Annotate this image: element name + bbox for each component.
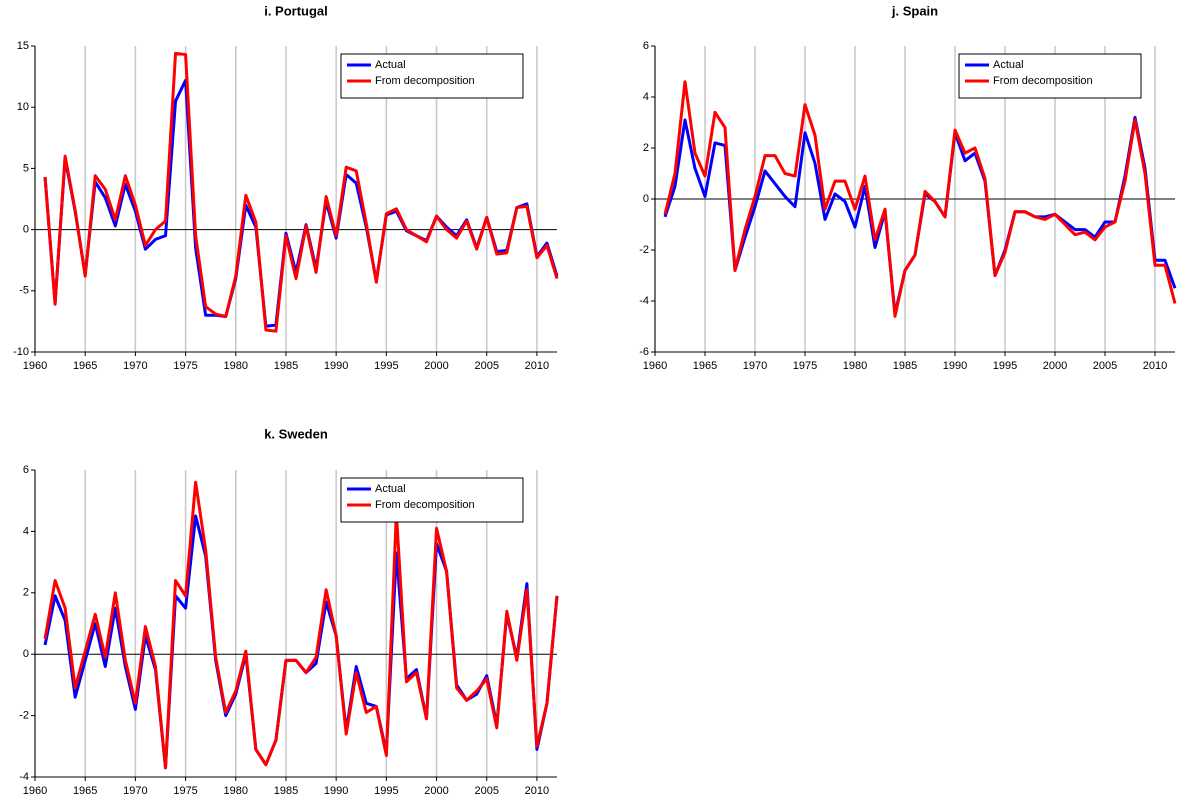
x-tick-label: 1985 [274,785,298,797]
legend-label: Actual [375,483,406,495]
series-line [663,80,1177,318]
x-tick-label: 1975 [173,785,197,797]
x-tick-label: 2010 [525,360,549,372]
x-tick-label: 1995 [993,360,1017,372]
x-tick-label: 1965 [693,360,717,372]
y-tick-label: 2 [23,587,29,599]
y-tick-label: 0 [23,224,29,236]
y-tick-label: 5 [23,162,29,174]
y-tick-label: -5 [19,285,29,297]
chart-title: j. Spain [891,3,938,18]
legend-label: From decomposition [993,75,1093,87]
x-tick-label: 1975 [793,360,817,372]
legend-label: From decomposition [375,75,475,87]
y-tick-label: 0 [23,648,29,660]
x-tick-label: 2005 [474,785,498,797]
x-tick-label: 1980 [224,785,248,797]
x-tick-label: 2010 [525,785,549,797]
series-line [43,51,559,333]
x-tick-label: 2000 [424,360,448,372]
y-tick-label: 15 [17,40,29,52]
x-tick-label: 1995 [374,785,398,797]
y-tick-label: -2 [19,710,29,722]
x-tick-label: 1990 [324,360,348,372]
x-tick-label: 1995 [374,360,398,372]
y-tick-label: 4 [23,525,29,537]
y-tick-label: 0 [643,193,649,205]
chart-title: i. Portugal [264,3,328,18]
series-line [43,480,559,770]
y-tick-label: -6 [639,346,649,358]
x-tick-label: 1990 [324,785,348,797]
x-tick-label: 1985 [893,360,917,372]
x-tick-label: 2005 [474,360,498,372]
x-tick-label: 1990 [943,360,967,372]
x-tick-label: 1965 [73,360,97,372]
legend-label: Actual [375,59,406,71]
x-tick-label: 1960 [23,360,47,372]
x-tick-label: 2000 [424,785,448,797]
x-tick-label: 1985 [274,360,298,372]
legend-label: From decomposition [375,499,475,511]
x-tick-label: 1970 [123,360,147,372]
legend-label: Actual [993,59,1024,71]
x-tick-label: 1975 [173,360,197,372]
y-tick-label: 4 [643,91,649,103]
y-tick-label: 6 [643,40,649,52]
legend-box [340,53,524,99]
y-tick-label: -2 [639,244,649,256]
series-line [43,78,559,328]
x-tick-label: 1960 [23,785,47,797]
x-tick-label: 2010 [1143,360,1167,372]
x-tick-label: 1970 [123,785,147,797]
legend-box [958,53,1142,99]
x-tick-label: 2005 [1093,360,1117,372]
x-tick-label: 1980 [843,360,867,372]
x-tick-label: 2000 [1043,360,1067,372]
x-tick-label: 1965 [73,785,97,797]
x-tick-label: 1960 [643,360,667,372]
chart-title: k. Sweden [264,426,328,441]
y-tick-label: -4 [639,295,649,307]
x-tick-label: 1980 [224,360,248,372]
y-tick-label: -10 [13,346,29,358]
y-tick-label: 6 [23,464,29,476]
y-tick-label: 10 [17,101,29,113]
legend-box [340,477,524,523]
x-tick-label: 1970 [743,360,767,372]
y-tick-label: -4 [19,771,29,783]
y-tick-label: 2 [643,142,649,154]
